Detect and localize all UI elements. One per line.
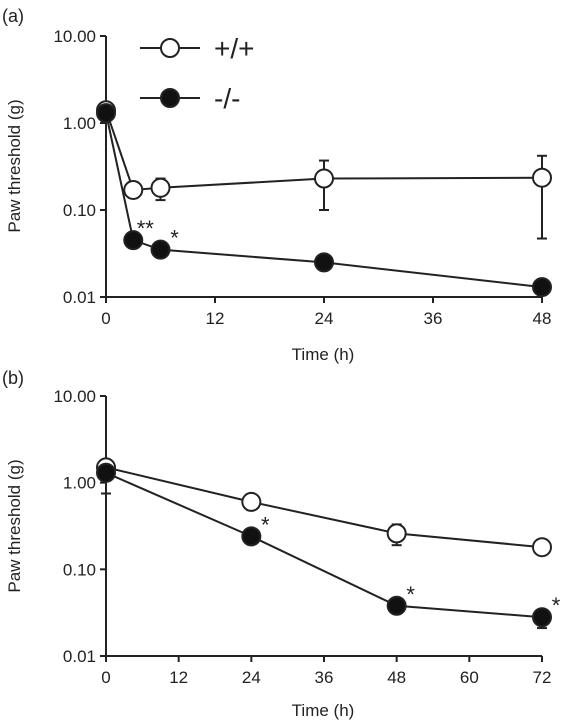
significance-marker: * [261, 512, 270, 537]
y-tick-label: 0.10 [63, 201, 96, 220]
y-tick-label: 1.00 [63, 474, 96, 493]
significance-marker: * [170, 226, 179, 251]
significance-marker: * [552, 593, 561, 618]
data-point-wildtype [241, 491, 262, 512]
data-point-knockout [241, 526, 262, 547]
y-tick-label: 1.00 [63, 114, 96, 133]
axes-a: 0.01 0.10 1.00 10.00 0 12 24 36 48 [53, 27, 551, 328]
x-axis-label-a: Time (h) [292, 345, 355, 364]
data-point-wildtype [386, 523, 407, 544]
series-line-knockout [105, 471, 543, 619]
data-point-knockout [96, 103, 116, 124]
x-axis-label-b: Time (h) [292, 701, 355, 720]
significance-marker: * [406, 582, 415, 607]
panel-label-a: (a) [2, 6, 24, 26]
data-point-knockout [532, 607, 552, 628]
significance-marker: ** [137, 216, 155, 241]
annotations-b: * * * [261, 512, 561, 618]
data-point-knockout [314, 252, 334, 273]
legend-label: -/- [214, 83, 240, 114]
data-point-wildtype [532, 537, 552, 558]
data-point-knockout [96, 462, 116, 483]
legend: +/+ -/- [140, 33, 254, 114]
panel-a: (a) Paw threshold (g) Time (h) 0.01 0.10 1… [2, 6, 552, 364]
x-tick-label: 24 [315, 309, 334, 328]
x-tick-label: 48 [387, 668, 406, 687]
y-tick-label: 0.01 [63, 288, 96, 307]
legend-marker [160, 38, 180, 58]
x-tick-label: 36 [315, 668, 334, 687]
x-tick-label: 0 [101, 668, 110, 687]
data-point-knockout [123, 230, 144, 251]
x-tick-label: 72 [533, 668, 552, 687]
data-point-wildtype [532, 167, 552, 188]
series-group-a [96, 100, 552, 298]
y-tick-label: 0.10 [63, 560, 96, 579]
data-point-wildtype [150, 177, 171, 198]
x-tick-label: 0 [101, 309, 110, 328]
panel-b: (b) Paw threshold (g) Time (h) 0.01 0.10 1… [2, 368, 561, 720]
y-axis-label-b: Paw threshold (g) [5, 459, 24, 592]
axes-b: 0.01 0.10 1.00 10.00 0 12 24 36 48 60 72 [53, 387, 551, 687]
panel-label-b: (b) [2, 368, 24, 388]
data-point-wildtype [123, 179, 144, 200]
y-tick-label: 0.01 [63, 647, 96, 666]
legend-label: +/+ [214, 33, 254, 64]
data-point-knockout [150, 239, 171, 260]
x-tick-label: 12 [206, 309, 225, 328]
data-point-knockout [532, 277, 552, 298]
x-tick-label: 24 [242, 668, 261, 687]
x-tick-label: 60 [460, 668, 479, 687]
series-line-wildtype [105, 466, 543, 549]
y-tick-label: 10.00 [53, 387, 96, 406]
series-group-b [96, 457, 552, 630]
x-tick-label: 36 [424, 309, 443, 328]
y-axis-label-a: Paw threshold (g) [5, 99, 24, 232]
y-tick-label: 10.00 [53, 27, 96, 46]
data-point-wildtype [314, 168, 334, 189]
annotations-a: ** * [137, 216, 180, 250]
data-point-knockout [386, 595, 407, 616]
x-tick-label: 48 [533, 309, 552, 328]
x-tick-label: 12 [169, 668, 188, 687]
legend-marker [160, 88, 180, 108]
